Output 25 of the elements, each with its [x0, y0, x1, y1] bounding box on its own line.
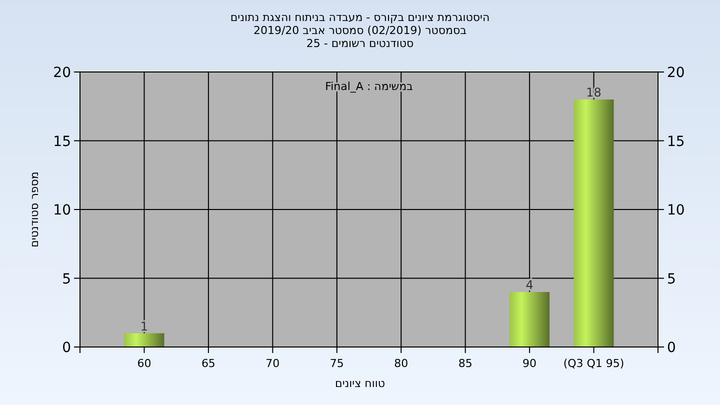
y-axis-title: מספר סטודנטים: [28, 172, 41, 248]
y2-tick-label: 5: [667, 271, 676, 288]
x-tick-label: 90: [522, 357, 537, 370]
y-tick-label: 5: [62, 271, 71, 288]
x-tick-label: 60: [137, 357, 152, 370]
y-tick-label: 20: [53, 65, 71, 81]
x-tick-label: (Q3 Q1 95): [563, 357, 624, 370]
y-tick-label: 15: [53, 134, 71, 150]
y2-tick-label: 10: [667, 202, 685, 218]
x-axis-title: טווח ציונים: [335, 377, 385, 390]
chart-title: היסטוגרמת ציונים בקורס - מעבדה בניתוח והצגת נתונים: [230, 11, 490, 24]
x-tick-label: 65: [201, 357, 216, 370]
bar: [574, 100, 614, 347]
x-tick-label: 85: [458, 357, 472, 370]
chart-subtitle: בסמסטר (02/2019) סמסטר אביב 2019/20 סטודנטים רשומים - 25: [253, 24, 467, 50]
y-tick-label: 10: [53, 202, 71, 218]
y2-tick-label: 15: [667, 134, 685, 150]
y-tick-label: 0: [62, 340, 71, 356]
x-tick-label: 80: [394, 357, 408, 370]
x-tick-label: 75: [330, 357, 344, 370]
y2-tick-label: 20: [667, 65, 685, 81]
bar: [124, 333, 164, 347]
bar: [510, 292, 550, 347]
y2-tick-label: 0: [667, 340, 676, 356]
x-tick-label: 70: [266, 357, 280, 370]
